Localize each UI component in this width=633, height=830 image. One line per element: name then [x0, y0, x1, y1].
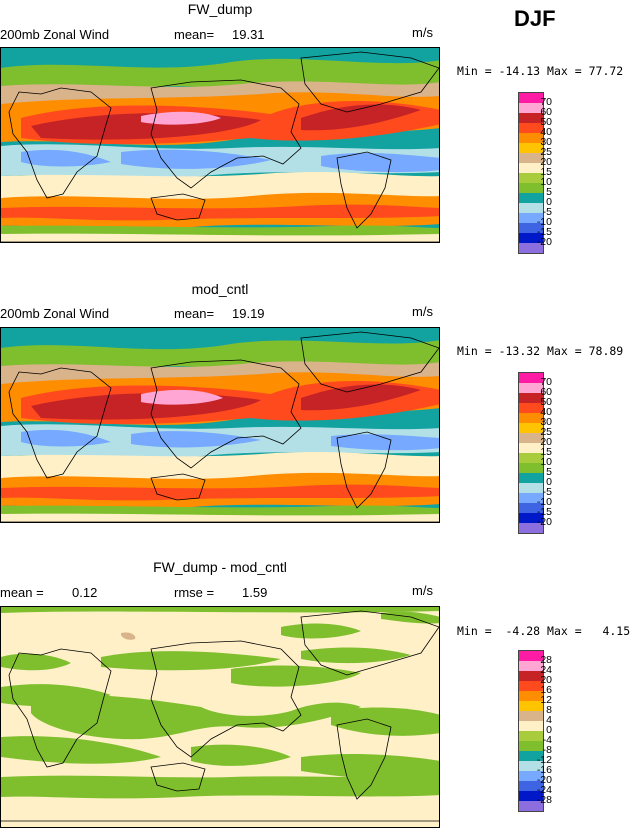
tick: 0 [546, 476, 552, 488]
tick: -5 [542, 486, 552, 498]
tick: 15 [540, 166, 552, 178]
panel-1-mean-value: 19.31 [232, 27, 265, 42]
tick: 60 [540, 106, 552, 118]
panel-1-max-value: 77.72 [588, 64, 624, 78]
tick: 8 [546, 704, 552, 716]
tick: 20 [540, 156, 552, 168]
panel-3-units: m/s [412, 583, 433, 598]
tick: -20 [536, 774, 552, 786]
panel-2-map [0, 327, 440, 523]
panel-2-max-value: 78.89 [588, 344, 624, 358]
panel-2-mean-label: mean= [174, 306, 215, 321]
panel-1-map [0, 47, 440, 243]
panel-2-field: 200mb Zonal Wind [0, 306, 110, 321]
tick: -8 [542, 744, 552, 756]
tick: 40 [540, 406, 552, 418]
panel-3-legend-swatches [518, 650, 544, 812]
panel-3-min-value: -4.28 [505, 624, 541, 638]
panel-3-mean-value: 0.12 [72, 585, 98, 600]
panel-3-map [0, 606, 440, 828]
tick: 5 [546, 186, 552, 198]
tick: -28 [536, 794, 552, 806]
panel-3-rmse-value: 1.59 [242, 585, 268, 600]
panel-1-legend [518, 92, 544, 254]
tick: -24 [536, 784, 552, 796]
tick: -15 [536, 506, 552, 518]
panel-2-minmax: Min = -13.32 Max = 78.89 [457, 344, 623, 358]
panel-2-min-label: Min = [457, 344, 492, 358]
tick: -20 [536, 516, 552, 528]
panel-1-units: m/s [412, 25, 433, 40]
tick: 0 [546, 196, 552, 208]
panel-2-mean-value: 19.19 [232, 306, 265, 321]
panel-3-max-value: 4.15 [602, 624, 631, 638]
tick: -12 [536, 754, 552, 766]
tick: -16 [536, 764, 552, 776]
panel-2-max-label: Max = [547, 344, 582, 358]
panel-3-legend [518, 650, 544, 812]
tick: 10 [540, 456, 552, 468]
tick: 28 [540, 654, 552, 666]
panel-1-min-label: Min = [457, 64, 492, 78]
panel-1-minmax: Min = -14.13 Max = 77.72 [457, 64, 623, 78]
tick: 16 [540, 684, 552, 696]
panel-2-legend-swatches [518, 372, 544, 534]
panel-1-min-value: -14.13 [498, 64, 541, 78]
panel-1-title: FW_dump [187, 1, 253, 17]
tick: -20 [536, 236, 552, 248]
panel-1-legend-swatches [518, 92, 544, 254]
tick: -15 [536, 226, 552, 238]
season-label: DJF [514, 6, 556, 31]
tick: 5 [546, 466, 552, 478]
panel-3-title: FW_dump - mod_cntl [153, 559, 287, 575]
tick: 0 [546, 724, 552, 736]
tick: 30 [540, 416, 552, 428]
panel-1-field: 200mb Zonal Wind [0, 27, 110, 42]
panel-2-units: m/s [412, 304, 433, 319]
tick: 70 [540, 376, 552, 388]
panel-3-max-label: Max = [547, 624, 582, 638]
tick: 15 [540, 446, 552, 458]
tick: 30 [540, 136, 552, 148]
tick: 10 [540, 176, 552, 188]
tick: -5 [542, 206, 552, 218]
tick: 70 [540, 96, 552, 108]
tick: 12 [540, 694, 552, 706]
tick: -10 [536, 216, 552, 228]
panel-3-minmax: Min = -4.28 Max = 4.15 [457, 624, 630, 638]
tick: 25 [540, 146, 552, 158]
tick: -4 [542, 734, 552, 746]
panel-2-legend [518, 372, 544, 534]
tick: 50 [540, 116, 552, 128]
panel-3-min-label: Min = [457, 624, 492, 638]
panel-3-mean-label: mean = [0, 585, 44, 600]
tick: 20 [540, 674, 552, 686]
panel-2-min-value: -13.32 [498, 344, 541, 358]
tick: 24 [540, 664, 552, 676]
tick: 40 [540, 126, 552, 138]
tick: -10 [536, 496, 552, 508]
tick: 20 [540, 436, 552, 448]
tick: 25 [540, 426, 552, 438]
panel-2-title: mod_cntl [191, 281, 249, 297]
panel-1-max-label: Max = [547, 64, 582, 78]
tick: 60 [540, 386, 552, 398]
panel-1-mean-label: mean= [174, 27, 215, 42]
tick: 50 [540, 396, 552, 408]
panel-3-rmse-label: rmse = [174, 585, 215, 600]
tick: 4 [546, 714, 552, 726]
